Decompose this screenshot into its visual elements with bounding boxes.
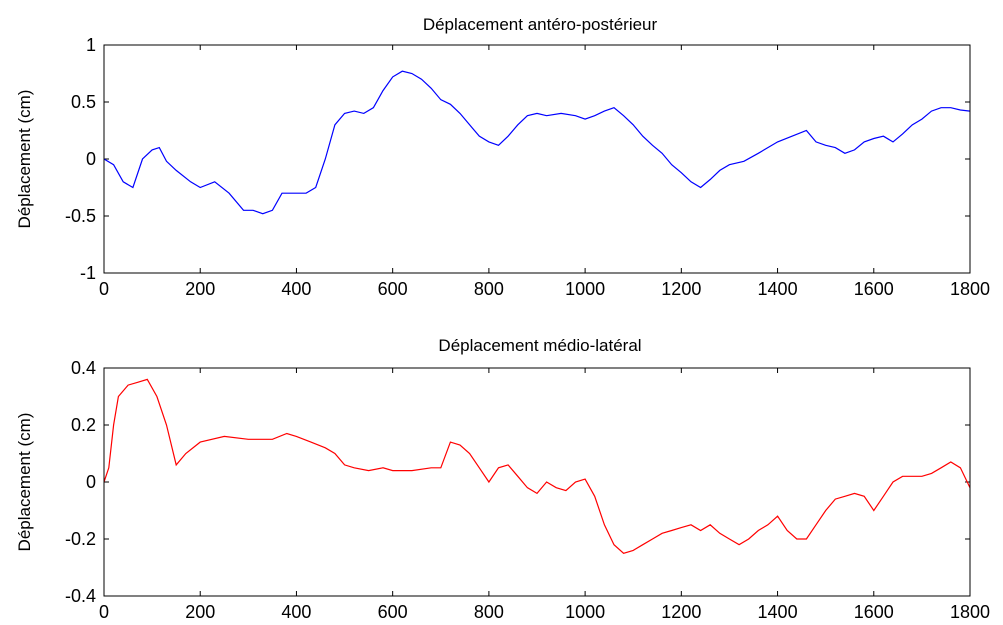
x-tick-label: 600 [378, 279, 408, 299]
chart-antero-posterieur: Déplacement antéro-postérieur Déplacemen… [15, 15, 990, 299]
x-tick-label: 1400 [758, 279, 798, 299]
line-series [103, 378, 971, 554]
tick-layer: 0 200 400 600 800 1000 1200 1400 1600 1800 -0.4 -0.… [65, 358, 990, 622]
x-tick-label: 1000 [565, 279, 605, 299]
x-tick-label: 1600 [854, 602, 894, 622]
x-tick-label: 800 [474, 279, 504, 299]
x-tick-label: 0 [99, 279, 109, 299]
y-tick-label: -0.5 [65, 206, 96, 226]
y-tick-label: 0.4 [71, 358, 96, 378]
x-tick-label: 200 [185, 279, 215, 299]
y-tick-label: 0.5 [71, 92, 96, 112]
y-tick-label: 0 [86, 472, 96, 492]
y-axis-label: Déplacement (cm) [15, 90, 34, 229]
y-tick-label: -0.2 [65, 529, 96, 549]
x-tick-label: 1800 [950, 602, 990, 622]
x-tick-label: 400 [281, 279, 311, 299]
x-tick-label: 600 [378, 602, 408, 622]
x-tick-label: 200 [185, 602, 215, 622]
x-tick-label: 400 [281, 602, 311, 622]
x-tick-label: 1200 [661, 279, 701, 299]
chart-title: Déplacement médio-latéral [438, 336, 641, 355]
y-tick-label: -1 [80, 263, 96, 283]
x-tick-label: 1000 [565, 602, 605, 622]
x-tick-label: 800 [474, 602, 504, 622]
chart-title: Déplacement antéro-postérieur [423, 15, 658, 34]
y-tick-label: 1 [86, 35, 96, 55]
y-tick-label: 0 [86, 149, 96, 169]
x-tick-label: 1400 [758, 602, 798, 622]
x-tick-label: 1600 [854, 279, 894, 299]
y-tick-label: 0.2 [71, 415, 96, 435]
plot-frame [103, 44, 971, 274]
line-series [103, 70, 971, 215]
x-tick-label: 1800 [950, 279, 990, 299]
y-axis-label: Déplacement (cm) [15, 413, 34, 552]
tick-layer: 0 200 400 600 800 1000 1200 1400 1600 1800 -1 -0.5 0… [65, 35, 990, 299]
x-tick-label: 0 [99, 602, 109, 622]
plot-frame [103, 367, 971, 597]
chart-medio-lateral: Déplacement médio-latéral Déplacement (c… [15, 336, 990, 622]
y-tick-label: -0.4 [65, 586, 96, 606]
x-tick-label: 1200 [661, 602, 701, 622]
